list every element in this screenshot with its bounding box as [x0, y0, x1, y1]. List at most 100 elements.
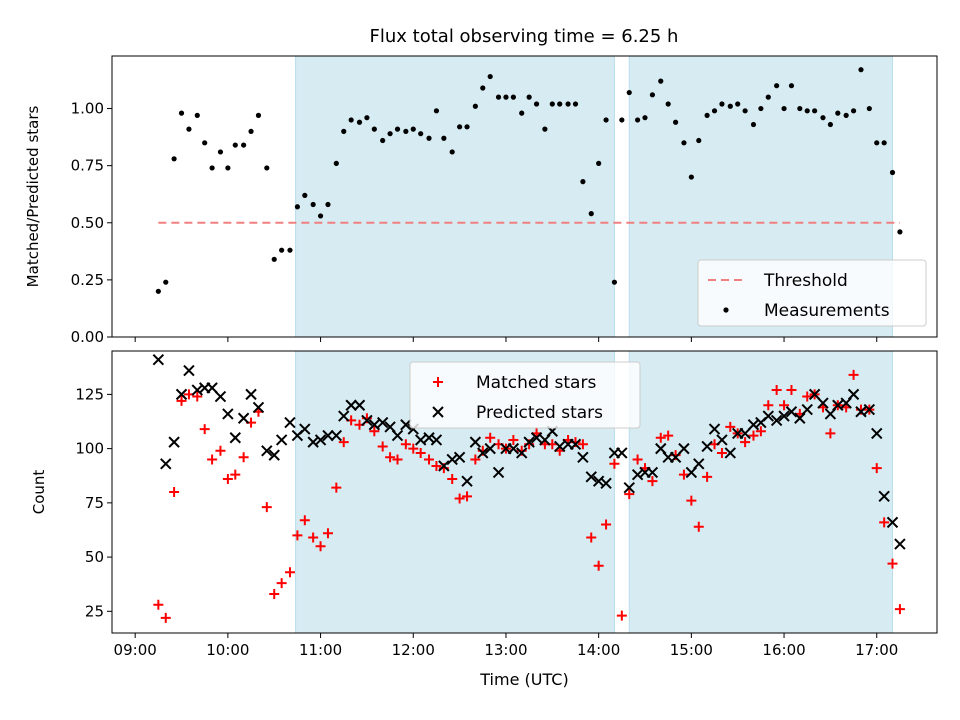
matched-point — [755, 426, 766, 437]
matched-point — [748, 430, 759, 441]
measurement-point — [603, 117, 609, 123]
predicted-point — [631, 468, 644, 481]
y-tick-label: 0.50 — [71, 214, 104, 232]
matched-point — [207, 454, 218, 465]
predicted-point — [724, 447, 736, 459]
matched-point — [655, 432, 666, 443]
matched-point — [763, 400, 774, 411]
matched-point — [222, 473, 233, 484]
predicted-point — [391, 429, 404, 442]
measurement-point — [171, 156, 177, 162]
legend-label: Matched stars — [476, 373, 596, 393]
observing-window-1 — [295, 55, 615, 338]
measurement-point — [788, 83, 795, 89]
predicted-point — [376, 416, 389, 429]
measurement-point — [596, 160, 602, 166]
measurement-point — [812, 108, 818, 114]
predicted-point — [554, 440, 566, 453]
predicted-point — [430, 434, 443, 446]
y-axis-label: Matched/Predicted stars — [24, 106, 42, 288]
matched-point — [609, 458, 620, 469]
predicted-point — [353, 399, 366, 411]
measurement-point — [418, 131, 424, 137]
measurement-point — [264, 165, 270, 171]
predicted-point — [585, 471, 597, 483]
measurement-point — [248, 128, 254, 134]
measurement-point — [619, 117, 625, 123]
measurement-point — [394, 126, 401, 132]
measurement-point — [542, 126, 548, 132]
matched-point — [308, 532, 319, 543]
matched-point — [771, 385, 782, 396]
measurement-point — [658, 78, 664, 84]
count-panel: 25 50 75 100 125 09:00 10:00 11:00 12:00 13:00 14:… — [30, 350, 938, 689]
measurement-point — [495, 94, 502, 100]
measurement-point — [719, 101, 725, 107]
predicted-point — [778, 410, 790, 422]
measurement-point — [588, 211, 594, 217]
measurement-point — [820, 115, 826, 121]
matched-point — [269, 588, 280, 599]
predicted-point — [237, 412, 250, 424]
predicted-point — [739, 427, 751, 440]
predicted-point — [832, 399, 844, 411]
matched-point — [702, 471, 713, 482]
measurement-point — [774, 83, 780, 89]
predicted-point — [747, 419, 760, 431]
matched-point — [686, 495, 697, 506]
x-tick-label: 10:00 — [206, 641, 249, 659]
predicted-point — [275, 434, 288, 446]
measurement-point — [464, 124, 470, 130]
measurement-point — [711, 108, 718, 114]
matched-point — [593, 560, 604, 571]
measurement-point — [380, 137, 386, 144]
measurement-point — [472, 103, 478, 109]
matched-point — [779, 400, 790, 411]
matched-point — [825, 428, 836, 439]
measurement-point — [866, 105, 872, 112]
measurement-point — [557, 101, 563, 107]
predicted-point — [523, 436, 535, 448]
matched-point — [377, 441, 388, 452]
predicted-point — [314, 434, 327, 446]
measurement-point — [665, 101, 671, 107]
axes-frame — [111, 350, 938, 634]
legend-label: Threshold — [763, 271, 848, 291]
matched-point — [663, 430, 674, 441]
series-measurements — [155, 67, 903, 294]
predicted-point — [368, 419, 381, 431]
predicted-point — [222, 408, 234, 420]
x-axis-label: Time (UTC) — [479, 670, 568, 689]
y-tick-label: 50 — [85, 548, 104, 566]
x-tick-label: 16:00 — [762, 641, 805, 659]
measurement-point — [279, 247, 285, 253]
matched-point — [616, 610, 627, 621]
measurement-point — [155, 288, 161, 294]
matched-point — [431, 460, 442, 471]
matched-point — [276, 578, 287, 589]
measurement-point — [457, 124, 463, 130]
matched-point — [871, 463, 882, 474]
measurement-point — [287, 247, 293, 253]
predicted-point — [252, 401, 265, 414]
legend-matched-stars-swatch — [433, 377, 443, 387]
matched-point — [470, 454, 481, 465]
matched-point — [315, 541, 326, 552]
matched-point — [879, 517, 890, 528]
x-tick-label: 11:00 — [299, 641, 342, 659]
y-tick-label: 125 — [75, 385, 104, 403]
measurement-point — [487, 73, 493, 80]
predicted-point — [152, 353, 165, 366]
measurement-point — [881, 140, 887, 146]
predicted-point — [530, 432, 543, 444]
measurement-point — [649, 92, 656, 98]
matched-point — [192, 391, 203, 402]
predicted-point — [646, 466, 659, 479]
data-markers — [152, 353, 906, 623]
predicted-point — [477, 447, 489, 459]
matched-point — [485, 432, 496, 443]
predicted-point — [268, 449, 280, 461]
measurement-point — [827, 121, 833, 128]
matched-point — [624, 489, 635, 500]
measurement-point — [858, 67, 864, 73]
